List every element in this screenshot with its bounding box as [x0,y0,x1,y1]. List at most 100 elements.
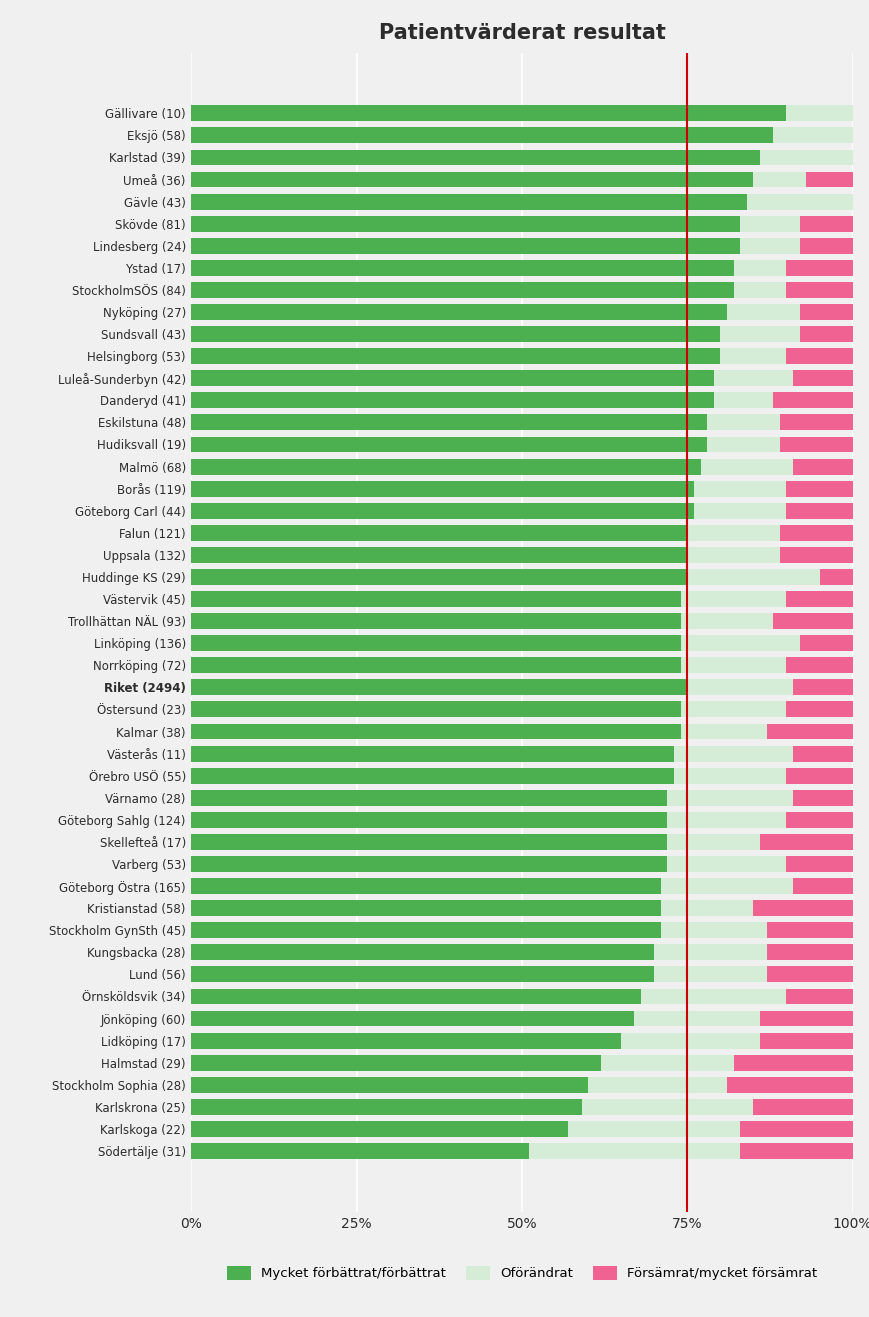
Bar [786,811,852,828]
Bar [191,1033,620,1048]
Bar [667,811,786,828]
Bar [753,171,806,187]
Bar [786,591,852,607]
Bar [191,415,706,431]
Bar [726,1077,852,1093]
Bar [740,238,799,254]
Bar [799,238,852,254]
Legend: Mycket förbättrat/förbättrat, Oförändrat, Försämrat/mycket försämrat: Mycket förbättrat/förbättrat, Oförändrat… [227,1266,816,1280]
Bar [687,547,779,562]
Bar [191,105,786,121]
Bar [766,723,852,739]
Bar [191,436,706,453]
Bar [779,415,852,431]
Bar [191,259,733,275]
Bar [766,944,852,960]
Bar [786,348,852,363]
Bar [786,282,852,298]
Bar [191,216,740,232]
Bar [191,922,660,938]
Bar [740,1143,852,1159]
Bar [680,702,786,718]
Bar [620,1033,760,1048]
Bar [634,1010,760,1026]
Bar [191,989,640,1005]
Bar [700,458,793,474]
Bar [653,967,766,982]
Bar [793,680,852,695]
Bar [191,768,673,784]
Bar [191,348,720,363]
Bar [191,1010,634,1026]
Bar [191,150,760,166]
Bar [687,525,779,541]
Bar [773,614,852,630]
Bar [673,745,793,761]
Bar [793,370,852,386]
Bar [191,856,667,872]
Bar [191,569,687,585]
Bar [660,922,766,938]
Bar [567,1121,740,1137]
Bar [528,1143,740,1159]
Bar [191,680,687,695]
Bar [706,436,779,453]
Bar [680,635,799,651]
Bar [760,150,852,166]
Bar [740,1121,852,1137]
Bar [786,657,852,673]
Bar [779,547,852,562]
Bar [191,614,680,630]
Bar [191,503,693,519]
Bar [773,128,852,144]
Bar [753,1098,852,1114]
Bar [779,525,852,541]
Bar [191,171,753,187]
Bar [191,967,653,982]
Bar [779,436,852,453]
Bar [786,481,852,497]
Bar [786,856,852,872]
Bar [191,525,687,541]
Bar [667,790,793,806]
Bar [191,282,733,298]
Bar [191,901,660,917]
Bar [191,1121,567,1137]
Bar [667,834,760,849]
Bar [786,989,852,1005]
Bar [660,878,793,894]
Bar [786,503,852,519]
Bar [799,304,852,320]
Bar [680,591,786,607]
Bar [191,811,667,828]
Bar [819,569,852,585]
Bar [191,194,746,209]
Bar [191,790,667,806]
Bar [793,458,852,474]
Bar [786,105,852,121]
Bar [753,901,852,917]
Bar [191,1143,528,1159]
Bar [706,415,779,431]
Bar [799,635,852,651]
Title: Patientvärderat resultat: Patientvärderat resultat [378,22,665,42]
Bar [766,967,852,982]
Bar [191,702,680,718]
Bar [191,304,726,320]
Bar [191,745,673,761]
Bar [799,216,852,232]
Bar [687,569,819,585]
Bar [191,1077,587,1093]
Bar [680,657,786,673]
Bar [191,834,667,849]
Bar [191,481,693,497]
Bar [191,878,660,894]
Bar [746,194,852,209]
Bar [191,635,680,651]
Bar [653,944,766,960]
Bar [786,768,852,784]
Bar [660,901,753,917]
Bar [191,370,713,386]
Bar [786,702,852,718]
Bar [191,944,653,960]
